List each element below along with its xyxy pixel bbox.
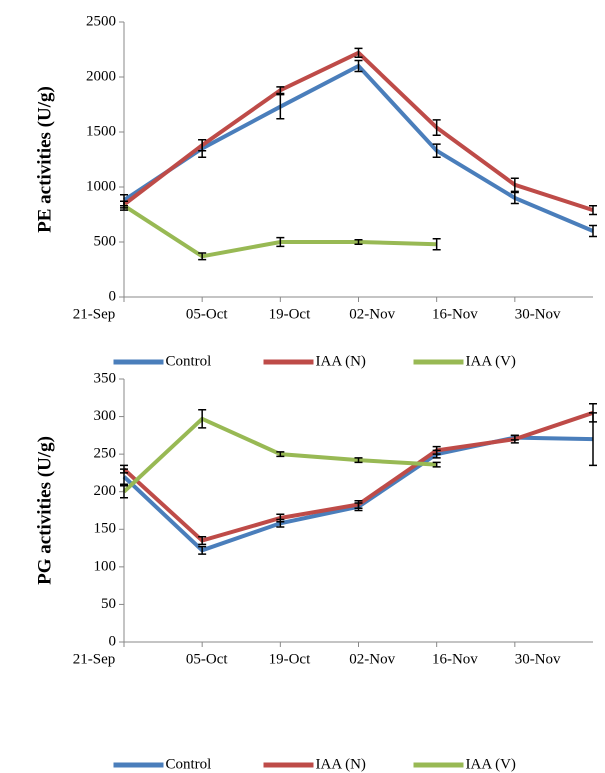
- error-bar: [432, 237, 441, 251]
- y-tick-label: 1000: [86, 178, 116, 194]
- y-tick-label: 100: [94, 558, 117, 574]
- legend-label: Control: [166, 353, 212, 369]
- x-tick-label: 05-Oct: [186, 306, 228, 322]
- x-tick-label: 05-Oct: [186, 651, 228, 667]
- error-bar: [276, 513, 285, 523]
- x-tick-label: 19-Oct: [269, 651, 311, 667]
- y-tick-label: 500: [94, 233, 117, 249]
- y-tick-label: 0: [109, 288, 117, 304]
- y-tick-label: 350: [94, 370, 117, 386]
- y-tick-label: 300: [94, 408, 117, 424]
- x-tick-label: 02-Nov: [349, 306, 395, 322]
- x-tick-label: 02-Nov: [349, 651, 395, 667]
- y-tick-label: 50: [101, 596, 116, 612]
- error-bar: [432, 143, 441, 159]
- error-bar: [198, 252, 207, 261]
- error-bar: [510, 434, 519, 444]
- series-line: [122, 410, 594, 543]
- series-line: [122, 204, 437, 259]
- error-bar: [276, 86, 285, 95]
- error-bar: [354, 47, 363, 58]
- y-tick-label: 150: [94, 521, 117, 537]
- y-axis-label: PE activities (U/g): [34, 86, 55, 233]
- legend-label: IAA (N): [316, 756, 366, 772]
- error-bar: [276, 451, 285, 458]
- error-bar: [354, 59, 363, 73]
- y-tick-label: 2000: [86, 68, 116, 84]
- x-tick-label: 16-Nov: [432, 651, 478, 667]
- x-tick-label: 30-Nov: [515, 651, 561, 667]
- error-bar: [589, 204, 597, 216]
- x-tick-label: 30-Nov: [515, 306, 561, 322]
- error-bar: [354, 239, 363, 245]
- error-bar: [432, 461, 441, 468]
- x-tick-label: 21-Sep: [73, 651, 116, 667]
- error-bar: [198, 536, 207, 546]
- error-bar: [510, 177, 519, 193]
- series-line: [122, 50, 594, 213]
- y-axis-label: PG activities (U/g): [34, 436, 55, 585]
- legend-label: Control: [166, 756, 212, 772]
- legend-label: IAA (V): [466, 353, 516, 369]
- error-bar: [198, 138, 207, 152]
- y-tick-label: 1500: [86, 123, 116, 139]
- error-bar: [510, 191, 519, 205]
- error-bar: [589, 224, 597, 238]
- error-bar: [354, 499, 363, 509]
- error-bar: [276, 236, 285, 248]
- y-tick-label: 0: [109, 633, 117, 649]
- error-bar: [198, 545, 207, 555]
- error-bar: [589, 403, 597, 423]
- error-bar: [432, 445, 441, 455]
- x-tick-label: 16-Nov: [432, 306, 478, 322]
- error-bar: [354, 457, 363, 464]
- y-tick-label: 200: [94, 483, 117, 499]
- legend-label: IAA (N): [316, 353, 366, 369]
- error-bar: [120, 464, 128, 474]
- series-line: [122, 63, 594, 233]
- y-tick-label: 250: [94, 446, 117, 462]
- y-tick-label: 2500: [86, 13, 116, 29]
- legend-label: IAA (V): [466, 756, 516, 772]
- error-bar: [198, 409, 207, 429]
- error-bar: [432, 119, 441, 137]
- error-bar: [120, 200, 128, 211]
- x-tick-label: 19-Oct: [269, 306, 311, 322]
- x-tick-label: 21-Sep: [73, 306, 116, 322]
- error-bar: [276, 93, 285, 120]
- error-bar: [120, 484, 128, 499]
